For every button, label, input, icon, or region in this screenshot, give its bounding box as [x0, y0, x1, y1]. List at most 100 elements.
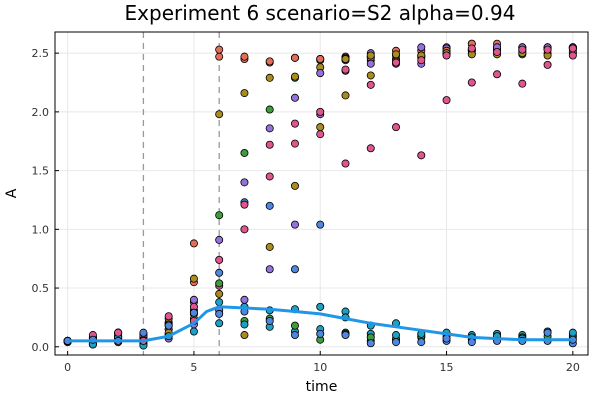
data-point: [392, 50, 401, 59]
data-point: [215, 289, 224, 298]
data-point: [290, 119, 299, 128]
data-point: [139, 328, 148, 337]
data-point: [442, 96, 451, 105]
y-tick-label: 1.0: [32, 223, 50, 236]
data-point: [568, 328, 577, 337]
data-point: [493, 47, 502, 56]
data-point: [316, 55, 325, 64]
data-point: [240, 52, 249, 61]
x-tick-label: 20: [566, 361, 580, 374]
data-point: [392, 331, 401, 340]
data-point: [114, 328, 123, 337]
data-point: [316, 220, 325, 229]
data-point: [215, 268, 224, 277]
data-point: [290, 53, 299, 62]
data-point: [189, 308, 198, 317]
data-point: [240, 320, 249, 329]
data-point: [240, 225, 249, 234]
data-point: [290, 72, 299, 81]
data-point: [316, 69, 325, 78]
data-point: [417, 151, 426, 160]
x-axis-label: time: [306, 379, 338, 395]
data-point: [366, 339, 375, 348]
data-point: [240, 295, 249, 304]
data-point: [240, 331, 249, 340]
y-tick-label: 1.5: [32, 165, 50, 178]
data-point: [392, 123, 401, 132]
y-axis-label: A: [4, 188, 20, 198]
data-point: [290, 321, 299, 330]
data-point: [265, 316, 274, 325]
data-point: [215, 279, 224, 288]
data-point: [568, 44, 577, 53]
data-point: [290, 139, 299, 148]
data-point: [316, 123, 325, 132]
data-point: [442, 334, 451, 343]
data-point: [543, 60, 552, 69]
y-tick-label: 0.0: [32, 341, 50, 354]
data-point: [366, 80, 375, 89]
data-point: [417, 43, 426, 52]
data-point: [215, 319, 224, 328]
y-tick-label: 2.0: [32, 106, 50, 119]
data-point: [417, 338, 426, 347]
data-point: [215, 110, 224, 119]
data-point: [189, 274, 198, 283]
data-point: [290, 331, 299, 340]
data-point: [290, 181, 299, 190]
vertical-reference-lines: [142, 32, 220, 355]
y-tick-label: 0.5: [32, 282, 50, 295]
data-point: [392, 338, 401, 347]
y-tick-label: 2.5: [32, 47, 50, 60]
data-point: [290, 220, 299, 229]
data-point: [164, 321, 173, 330]
data-point: [568, 51, 577, 60]
data-point: [366, 144, 375, 153]
data-point: [417, 56, 426, 65]
x-tick-label: 15: [440, 361, 454, 374]
data-point: [493, 70, 502, 79]
data-point: [265, 124, 274, 133]
data-point: [518, 79, 527, 88]
data-point: [341, 159, 350, 168]
data-point: [316, 107, 325, 116]
data-point: [366, 59, 375, 68]
x-tick-label: 10: [313, 361, 327, 374]
data-point: [189, 239, 198, 248]
data-point: [215, 45, 224, 54]
data-point: [467, 44, 476, 53]
data-point: [467, 78, 476, 87]
axes: 0 5 10 15 20 0.0 0.5 1.0 1.5 2.0 2.5: [32, 47, 580, 374]
data-point: [316, 130, 325, 139]
data-point: [215, 255, 224, 264]
data-point: [215, 309, 224, 318]
data-point: [341, 91, 350, 100]
data-point: [290, 265, 299, 274]
data-point: [164, 312, 173, 321]
data-point: [240, 89, 249, 98]
data-point: [265, 265, 274, 274]
x-tick-label: 0: [64, 361, 71, 374]
mean-line: [67, 305, 573, 343]
data-point: [240, 148, 249, 157]
data-point: [341, 331, 350, 340]
data-point: [366, 71, 375, 80]
mean-series: [67, 305, 573, 343]
data-point: [543, 328, 552, 337]
data-point: [265, 57, 274, 66]
data-point: [265, 172, 274, 181]
data-point: [215, 298, 224, 307]
series-13: [63, 44, 577, 345]
data-point: [341, 65, 350, 74]
data-point: [543, 45, 552, 54]
data-point: [265, 201, 274, 210]
data-point: [215, 235, 224, 244]
data-point: [215, 211, 224, 220]
data-point: [265, 105, 274, 114]
x-tick-label: 5: [190, 361, 197, 374]
data-point: [189, 295, 198, 304]
data-point: [265, 140, 274, 149]
data-point: [392, 58, 401, 67]
data-point: [366, 51, 375, 60]
